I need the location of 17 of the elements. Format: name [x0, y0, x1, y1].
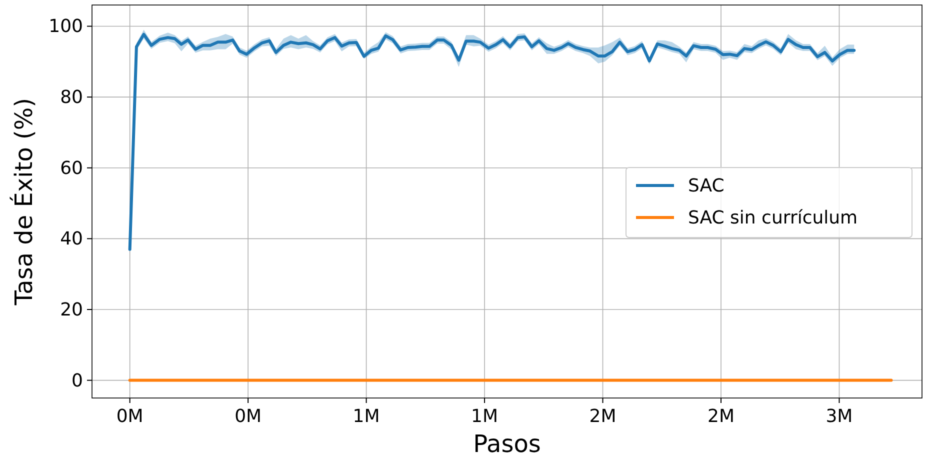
legend-label: SAC sin currículum [688, 208, 858, 228]
x-tick-label: 1M [352, 406, 380, 427]
x-axis-title: Pasos [473, 430, 541, 458]
y-tick-label: 40 [60, 228, 83, 250]
x-tick-label: 3M [826, 406, 853, 427]
x-tick-label: 2M [589, 406, 616, 427]
y-tick-label: 80 [60, 87, 83, 108]
y-tick-label: 0 [72, 370, 83, 392]
y-tick-label: 20 [60, 299, 83, 320]
y-tick-label: 100 [48, 16, 83, 38]
y-tick-label: 60 [60, 158, 83, 179]
x-tick-label: 2M [708, 406, 734, 427]
x-tick-label: 0M [116, 406, 144, 427]
x-tick-label: 1M [471, 406, 498, 427]
x-tick-label: 0M [234, 406, 262, 427]
y-axis-title: Tasa de Éxito (%) [9, 98, 38, 306]
legend-label: SAC [688, 176, 724, 196]
